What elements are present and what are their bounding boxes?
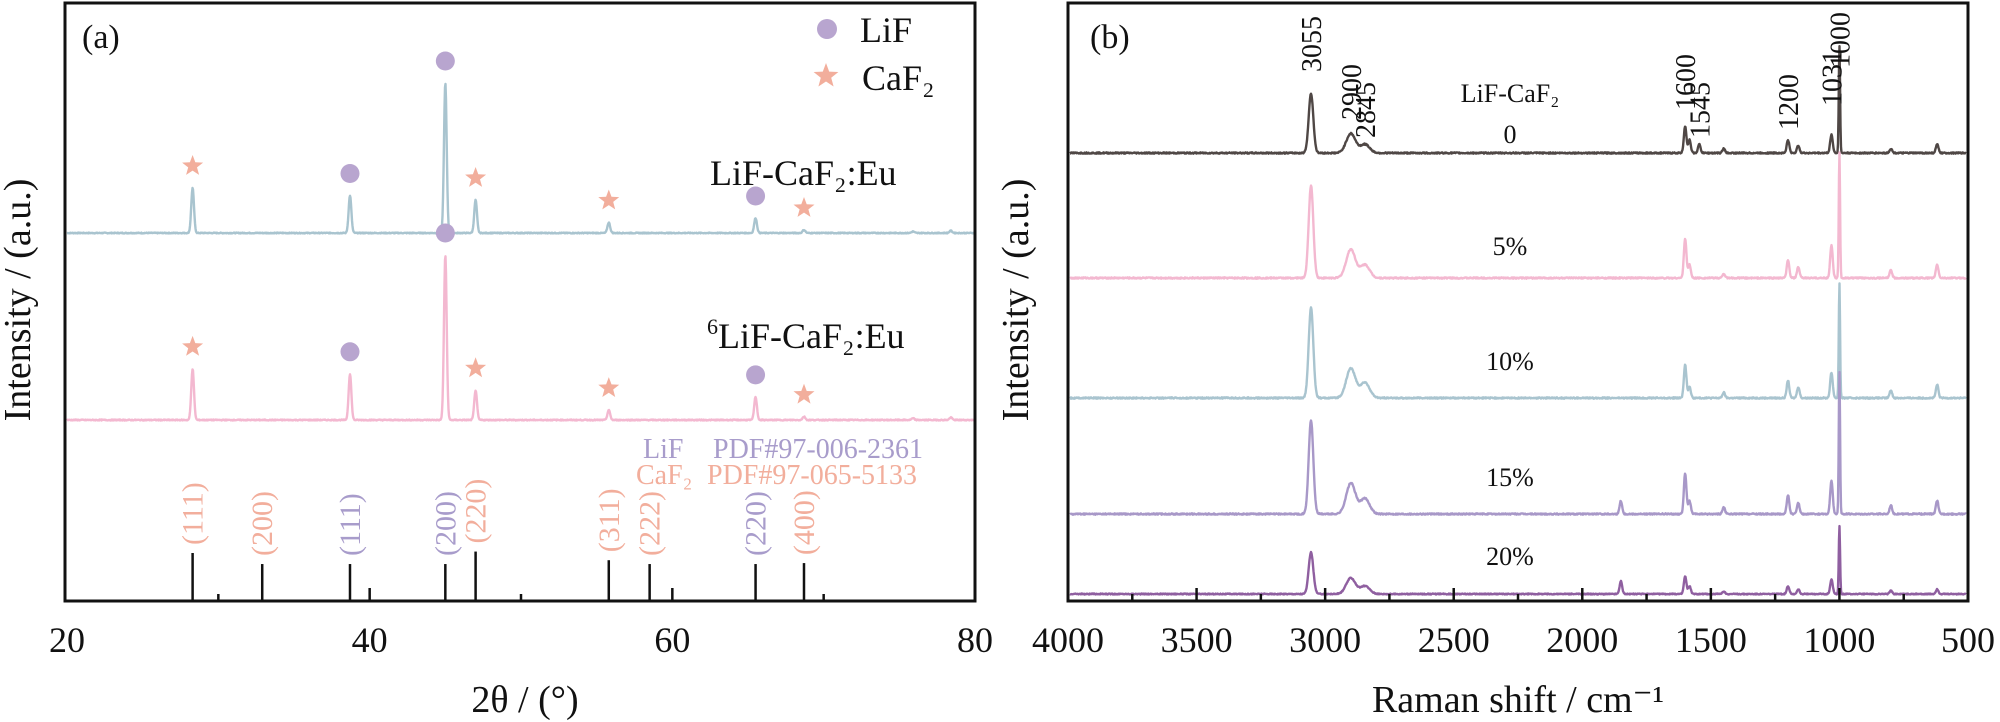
- legend-lif-circle-icon: [817, 19, 837, 39]
- a-series-label-lif-caf2-eu: LiF-CaF₂:Eu: [710, 153, 897, 193]
- isotope-superscript: 6: [707, 314, 718, 339]
- a-trace-6lif-caf2-eu: [66, 255, 976, 422]
- b-traces: [1069, 45, 1967, 596]
- b-x-ticks: 4000 3500 3000 2500 2000 1500 1000 500: [1032, 588, 1995, 660]
- b-tick-label: 500: [1941, 620, 1995, 660]
- a-y-axis-label: Intensity / (a.u.): [0, 179, 39, 422]
- hkl-label: (220): [460, 479, 493, 544]
- caf2-phase-star-icon: [465, 167, 487, 187]
- b-tick-label: 4000: [1032, 620, 1104, 660]
- b-series-label: 20%: [1486, 542, 1534, 571]
- lif-phase-circle-icon: [340, 342, 360, 362]
- b-panel-label: (b): [1090, 19, 1130, 56]
- a-reference-lines: (111) (200) (111) (200)(220) (311) (222) (220)…: [177, 479, 821, 601]
- caf2-phase-star-icon: [793, 383, 815, 404]
- b-x-axis-label-text: Raman shift / cm⁻¹: [1372, 679, 1664, 721]
- legend-lif-label: LiF: [860, 10, 912, 50]
- b-peak-label: 3055: [1297, 16, 1328, 72]
- caf2-phase-star-icon: [182, 335, 204, 356]
- a-legend: LiF CaF₂: [813, 10, 935, 98]
- panel-b-raman: 4000 3500 3000 2500 2000 1500 1000 500 (b) 3055…: [995, 1, 1995, 721]
- b-tick-label: 2500: [1418, 620, 1490, 660]
- a-x-ticks: 20 40 60 80: [49, 588, 993, 660]
- b-tick-label: 3500: [1161, 620, 1233, 660]
- b-header-annotation: LiF-CaF₂: [1461, 79, 1560, 108]
- caf2-phase-star-icon: [598, 377, 620, 397]
- a-traces: [66, 82, 976, 422]
- a-tick-label: 60: [654, 620, 690, 660]
- b-series-label: 15%: [1486, 463, 1534, 492]
- hkl-label: (400): [788, 490, 821, 555]
- a-series-label-6lif-caf2-eu: 6LiF-CaF₂:Eu: [707, 314, 905, 356]
- a-x-axis-label: 2θ / (°): [471, 679, 578, 721]
- legend-caf2-star-icon: [813, 63, 839, 87]
- hkl-label: (220): [740, 491, 773, 556]
- b-peak-label: 1600: [1671, 54, 1702, 110]
- b-peak-label: 2900: [1337, 64, 1368, 120]
- a-panel-label: (a): [82, 19, 120, 56]
- hkl-label: (311): [593, 488, 626, 552]
- hkl-label: (200): [246, 491, 279, 556]
- b-x-axis-label: Raman shift / cm⁻¹: [1372, 679, 1664, 721]
- b-series-label: 0: [1504, 120, 1517, 149]
- b-peak-label: 1031: [1817, 50, 1848, 106]
- b-series-labels: 0 5% 10% 15% 20%: [1486, 120, 1534, 571]
- b-tick-label: 2000: [1546, 620, 1618, 660]
- b-y-axis-label: Intensity / (a.u.): [995, 179, 1037, 422]
- a-tick-label: 20: [49, 620, 85, 660]
- caf2-phase-star-icon: [598, 189, 620, 210]
- a-trace-lif-caf2-eu: [66, 82, 976, 235]
- caf2-phase-star-icon: [793, 197, 815, 217]
- hkl-label: (111): [177, 482, 210, 545]
- b-trace-10pct: [1069, 282, 1967, 400]
- hkl-label: (222): [634, 491, 667, 556]
- ref-card-lif-label: LiF: [643, 434, 683, 465]
- lif-phase-circle-icon: [746, 365, 766, 385]
- panel-a-xrd: (111) (200) (111) (200)(220) (311) (222) (220)…: [0, 1, 993, 721]
- b-trace-0: [1069, 45, 1967, 155]
- a-tick-label: 80: [957, 620, 993, 660]
- b-peak-label: 1545: [1685, 82, 1716, 138]
- ref-card-caf2-label: CaF₂: [636, 460, 692, 491]
- lif-phase-circle-icon: [340, 164, 360, 183]
- hkl-label: (111): [334, 493, 367, 556]
- a-tick-label: 40: [352, 620, 388, 660]
- b-tick-label: 1500: [1675, 620, 1747, 660]
- b-peak-label: 1000: [1825, 12, 1856, 68]
- b-series-label: 10%: [1486, 347, 1534, 376]
- lif-phase-circle-icon: [435, 51, 455, 71]
- b-trace-5pct: [1069, 151, 1967, 280]
- ref-card-caf2-pdf: PDF#97-065-5133: [707, 460, 917, 491]
- caf2-phase-star-icon: [182, 155, 204, 175]
- b-peak-label: 1200: [1774, 74, 1805, 130]
- legend-caf2-label: CaF₂: [862, 58, 935, 98]
- a-series-label-text: LiF-CaF₂:Eu: [718, 316, 905, 356]
- b-trace-15pct: [1069, 370, 1967, 516]
- hkl-label: (200): [429, 491, 462, 556]
- lif-phase-circle-icon: [435, 223, 455, 243]
- caf2-phase-star-icon: [465, 357, 487, 378]
- b-tick-label: 3000: [1289, 620, 1361, 660]
- b-peak-label: 2845: [1351, 82, 1382, 138]
- a-phase-markers: [182, 51, 815, 404]
- lif-phase-circle-icon: [746, 186, 766, 206]
- ref-card-lif-pdf: PDF#97-006-2361: [713, 434, 923, 465]
- b-series-label: 5%: [1493, 232, 1528, 261]
- b-tick-label: 1000: [1803, 620, 1875, 660]
